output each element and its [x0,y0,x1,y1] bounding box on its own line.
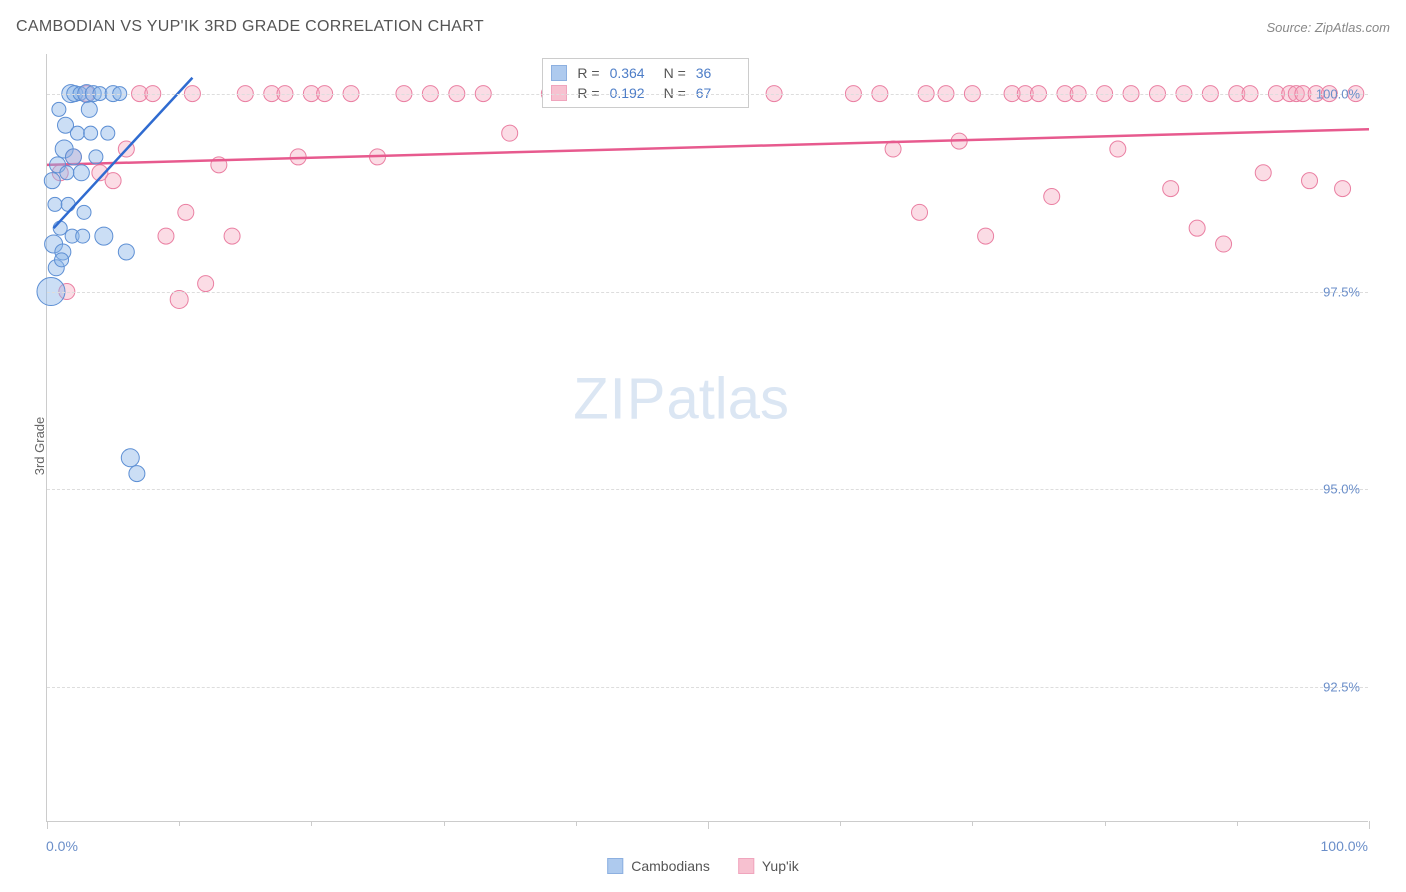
y-tick-label: 100.0% [1316,86,1360,101]
x-tick-minor [708,821,709,826]
data-point [912,204,928,220]
legend-item: Yup'ik [738,858,799,874]
legend-series-name: Yup'ik [762,858,799,874]
data-point [118,244,134,260]
data-point [121,449,139,467]
scatter-plot-svg [47,54,1368,821]
y-axis-label: 3rd Grade [32,417,47,476]
gridline [47,489,1368,490]
data-point [224,228,240,244]
data-point [1044,189,1060,205]
x-tick-major [1369,821,1370,829]
x-tick-minor [444,821,445,826]
legend-swatch [551,65,567,81]
r-label: R = [577,65,599,81]
data-point [978,228,994,244]
data-point [95,227,113,245]
data-point [1110,141,1126,157]
data-point [52,102,66,116]
r-value: 0.364 [610,65,654,81]
chart-plot-area: ZIPatlas R =0.364N =36R =0.192N =67 100.… [46,54,1368,822]
gridline [47,687,1368,688]
data-point [1335,181,1351,197]
x-tick-minor [1237,821,1238,826]
data-point [1163,181,1179,197]
legend-swatch [607,858,623,874]
chart-title: CAMBODIAN VS YUP'IK 3RD GRADE CORRELATIO… [16,18,484,36]
x-tick-minor [576,821,577,826]
data-point [1302,173,1318,189]
correlation-legend: R =0.364N =36R =0.192N =67 [542,58,748,108]
legend-swatch [738,858,754,874]
data-point [65,149,81,165]
data-point [73,165,89,181]
y-tick-label: 95.0% [1323,482,1360,497]
n-label: N = [664,65,686,81]
gridline [47,94,1368,95]
data-point [89,150,103,164]
y-tick-label: 92.5% [1323,680,1360,695]
legend-series-name: Cambodians [631,858,710,874]
data-point [178,204,194,220]
x-tick-minor [972,821,973,826]
x-axis-max-label: 100.0% [1321,838,1368,854]
x-tick-minor [840,821,841,826]
data-point [48,197,62,211]
data-point [129,466,145,482]
data-point [170,290,188,308]
series-legend: Cambodians Yup'ik [607,858,799,874]
data-point [44,173,60,189]
data-point [53,221,67,235]
x-tick-minor [311,821,312,826]
chart-header: CAMBODIAN VS YUP'IK 3RD GRADE CORRELATIO… [16,18,1390,36]
gridline [47,292,1368,293]
source-attribution: Source: ZipAtlas.com [1266,20,1390,35]
y-tick-label: 97.5% [1323,284,1360,299]
data-point [61,197,75,211]
data-point [502,125,518,141]
data-point [55,253,69,267]
data-point [70,126,84,140]
data-point [81,101,97,117]
data-point [60,166,74,180]
data-point [1189,220,1205,236]
x-tick-major [47,821,48,829]
data-point [77,205,91,219]
x-tick-minor [179,821,180,826]
data-point [101,126,115,140]
x-axis-min-label: 0.0% [46,838,78,854]
trend-line [47,129,1369,165]
data-point [198,276,214,292]
x-tick-minor [1105,821,1106,826]
correlation-legend-row: R = 0.364 N = 36 [551,63,739,83]
legend-item: Cambodians [607,858,710,874]
data-point [158,228,174,244]
n-value: 36 [696,65,740,81]
data-point [1216,236,1232,252]
data-point [84,126,98,140]
data-point [76,229,90,243]
data-point [1255,165,1271,181]
data-point [105,173,121,189]
